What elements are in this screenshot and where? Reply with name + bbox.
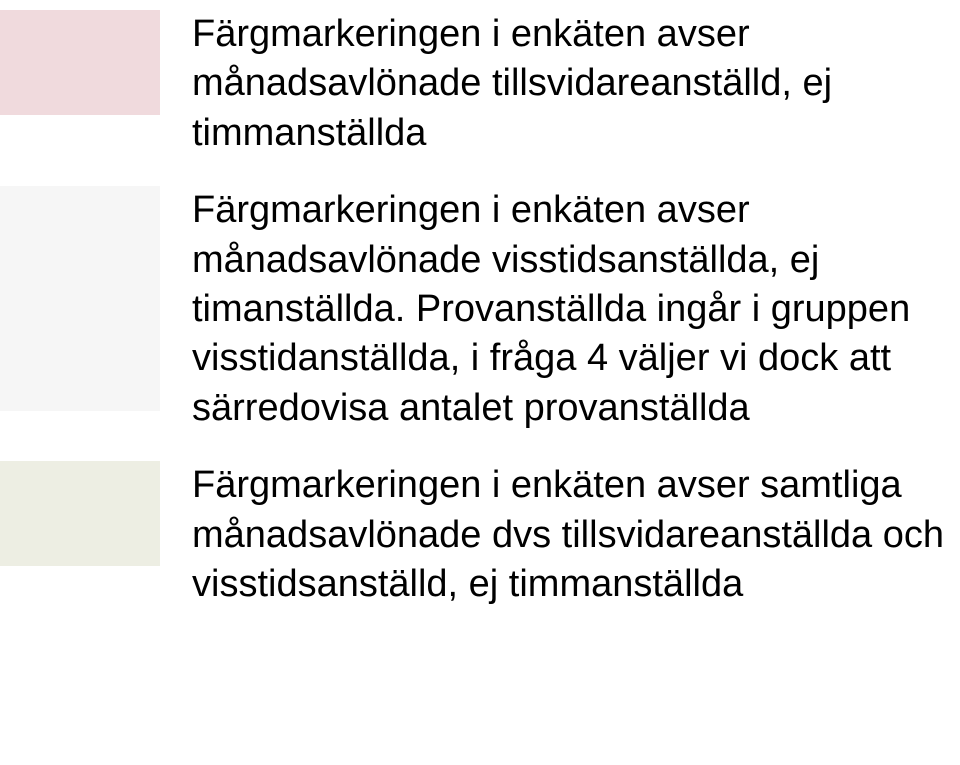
legend-container: Färgmarkeringen i enkäten avser månadsav… [0,10,960,609]
color-swatch-grey [0,186,160,411]
legend-description: Färgmarkeringen i enkäten avser månadsav… [192,186,952,433]
legend-row: Färgmarkeringen i enkäten avser månadsav… [0,186,960,433]
color-swatch-beige [0,461,160,566]
color-swatch-pink [0,10,160,115]
legend-description: Färgmarkeringen i enkäten avser månadsav… [192,10,952,158]
legend-row: Färgmarkeringen i enkäten avser samtliga… [0,461,960,609]
legend-description: Färgmarkeringen i enkäten avser samtliga… [192,461,952,609]
legend-row: Färgmarkeringen i enkäten avser månadsav… [0,10,960,158]
